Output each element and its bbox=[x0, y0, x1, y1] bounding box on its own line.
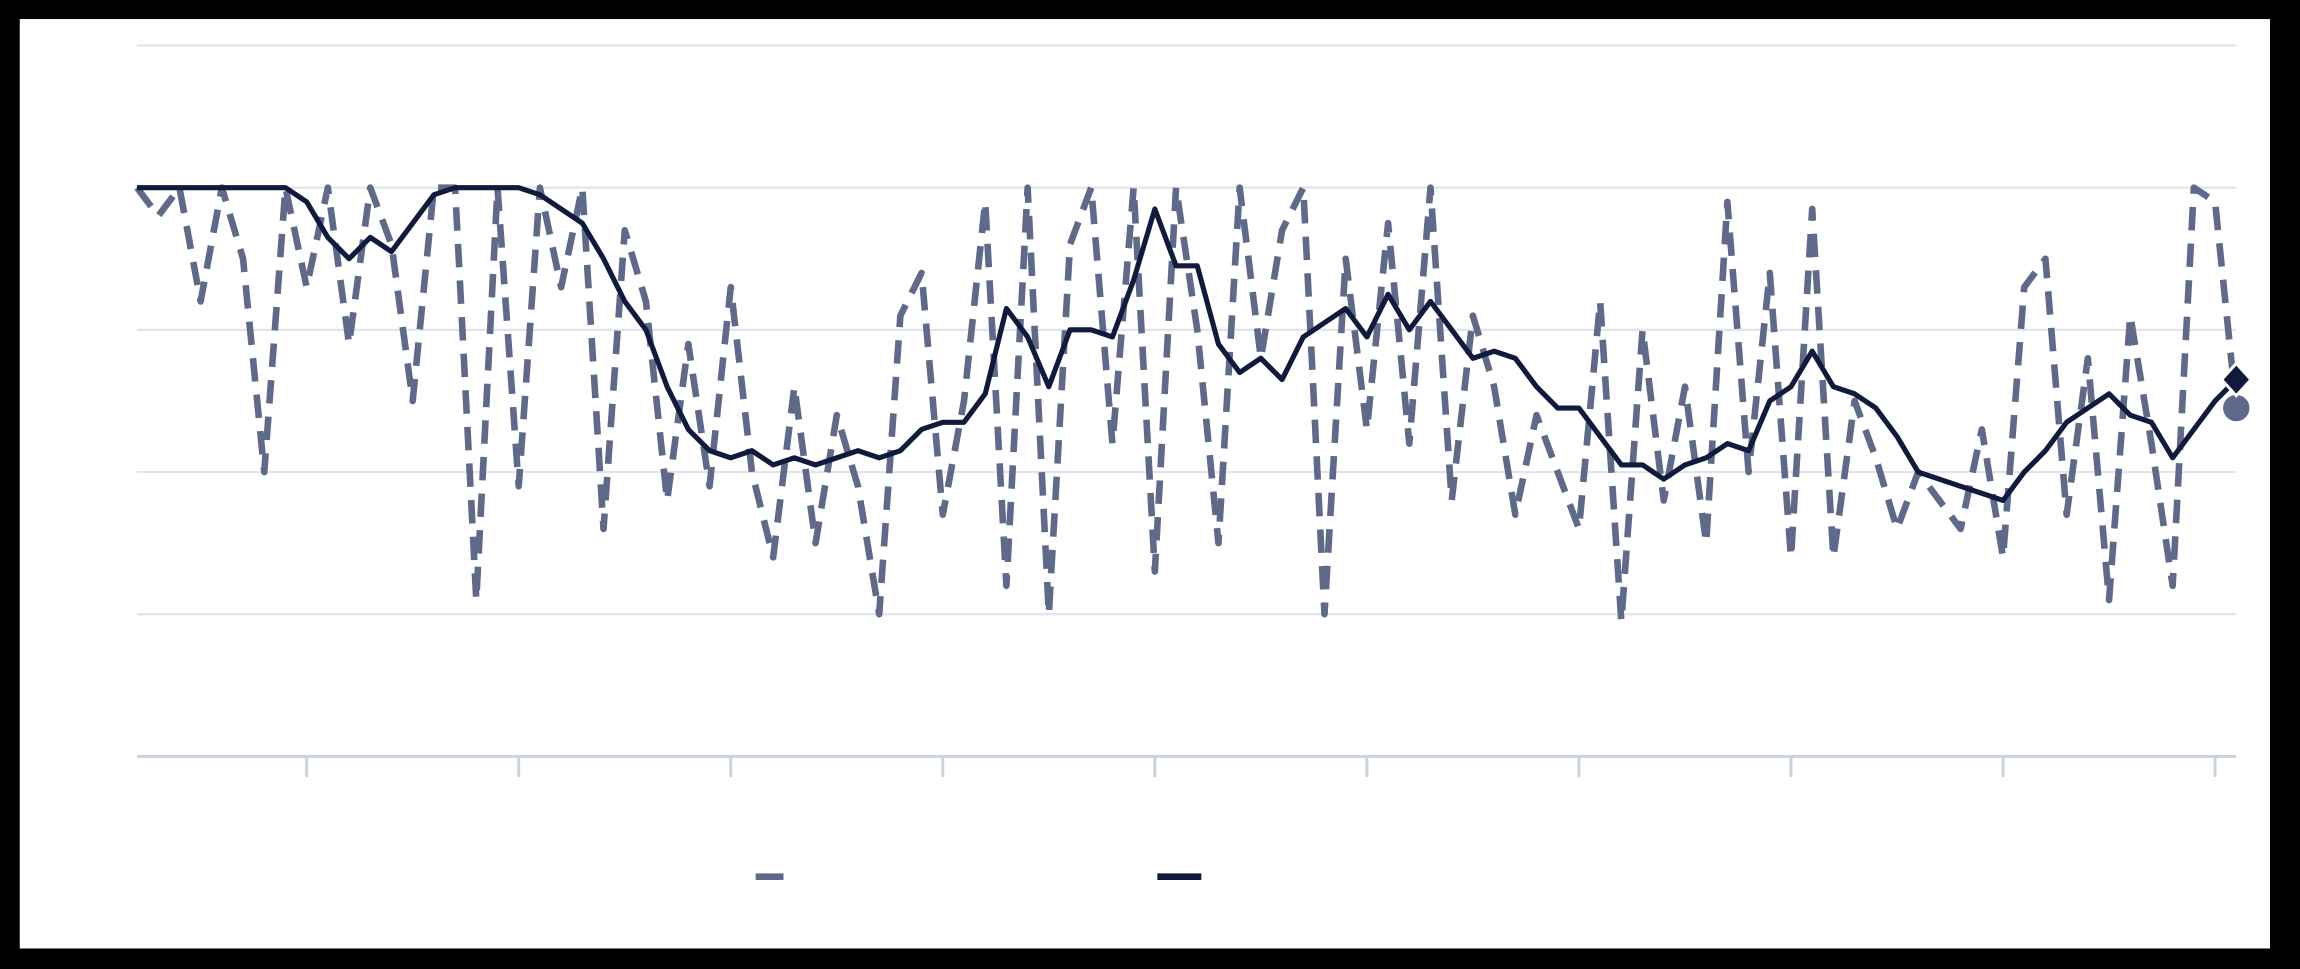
series-line bbox=[137, 185, 2239, 504]
point-marker bbox=[2219, 361, 2253, 398]
series-line bbox=[134, 184, 2240, 625]
chart-background bbox=[19, 19, 2270, 949]
